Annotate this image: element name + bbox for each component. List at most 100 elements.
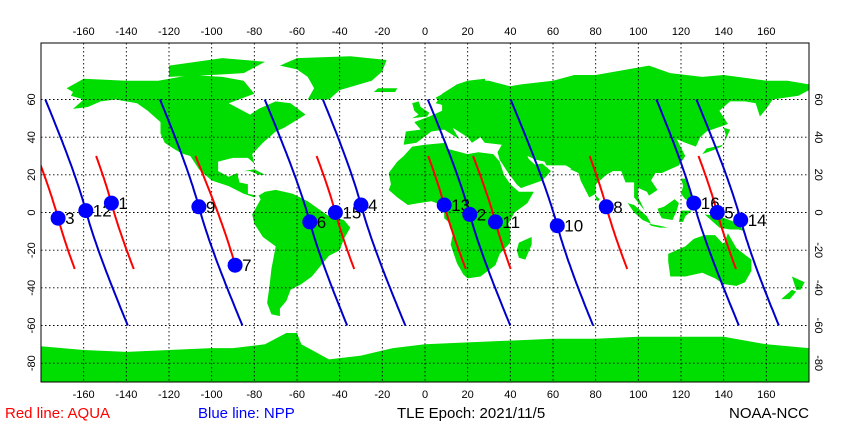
pass-marker [353, 197, 369, 213]
credit: NOAA-NCC [729, 405, 810, 422]
pass-number-label: 10 [564, 217, 583, 236]
pass-marker [227, 257, 243, 273]
axis-ticks: -160 -160 -140 -140 -120 -120 -100 -100 -80 -80 -6… [26, 26, 824, 400]
lat-tick-label-right: 60 [812, 93, 824, 105]
lon-tick-label-bottom: -160 [73, 389, 95, 400]
pass-number-label: 14 [748, 211, 767, 230]
land-philippines [681, 178, 694, 202]
lon-tick-label-top: -120 [158, 26, 180, 38]
land-sumatra [627, 203, 652, 224]
lon-tick-label-top: -80 [246, 26, 262, 38]
pass-marker [50, 210, 66, 226]
lon-tick-label-bottom: 80 [590, 389, 602, 400]
land-south-america [252, 189, 351, 317]
pass-marker [487, 214, 503, 230]
pass-marker [436, 197, 452, 213]
land-africa [388, 142, 534, 279]
pass-number-label: 9 [206, 198, 215, 217]
npp-track [509, 99, 595, 326]
lat-tick-label-left: 20 [26, 169, 38, 181]
pass-markers: 3 12 1 976 15 4 13 2 11 108 16 5 14 [50, 194, 767, 275]
lat-tick-label-left: 0 [26, 209, 38, 215]
pass-marker [709, 205, 725, 220]
lat-tick-label-right: -20 [812, 242, 824, 258]
lon-tick-label-bottom: -40 [332, 389, 348, 400]
lon-tick-label-bottom: -20 [374, 389, 390, 400]
lon-tick-label-bottom: -100 [201, 389, 223, 400]
lon-tick-label-bottom: 60 [547, 389, 559, 400]
lat-tick-label-left: -80 [26, 355, 38, 371]
land-iceland [373, 88, 398, 92]
lat-tick-label-left: 60 [26, 93, 38, 105]
pass-number-label: 2 [477, 205, 486, 224]
pass-number-label: 3 [65, 209, 74, 228]
lat-tick-label-left: -20 [26, 242, 38, 258]
pass-marker [78, 203, 94, 219]
map-frame [40, 42, 810, 383]
lon-tick-label-top: 0 [422, 26, 428, 38]
lon-tick-label-bottom: -120 [158, 389, 180, 400]
lon-tick-label-bottom: 40 [504, 389, 516, 400]
lon-tick-label-bottom: -140 [115, 389, 137, 400]
lon-tick-label-bottom: -60 [289, 389, 305, 400]
lat-tick-label-right: 40 [812, 131, 824, 143]
land-madagascar [516, 237, 532, 260]
lon-tick-label-top: -100 [201, 26, 223, 38]
land-greenland [279, 56, 387, 100]
aqua-track [95, 155, 135, 270]
aqua-legend: Red line: AQUA [5, 405, 111, 422]
npp-track [655, 99, 740, 326]
lon-tick-label-bottom: 120 [672, 389, 690, 400]
pass-marker [302, 214, 318, 230]
lon-tick-label-top: -20 [374, 26, 390, 38]
lon-tick-label-top: 60 [547, 26, 559, 38]
pass-number-label: 7 [242, 256, 251, 275]
land-borneo [657, 199, 679, 220]
lon-tick-label-top: -140 [115, 26, 137, 38]
lat-tick-label-right: -40 [812, 280, 824, 296]
world-map: 3 12 1 976 15 4 13 2 11 108 16 5 14 -160-160-140-140… [26, 26, 824, 400]
lon-tick-label-bottom: 140 [714, 389, 732, 400]
pass-marker [598, 199, 614, 215]
lon-tick-label-top: 120 [672, 26, 690, 38]
npp-track [321, 99, 407, 326]
lat-tick-label-left: -60 [26, 318, 38, 334]
npp-track [695, 99, 780, 326]
npp-track [263, 99, 349, 326]
pass-marker [462, 206, 478, 222]
lat-tick-label-left: 40 [26, 131, 38, 143]
pass-number-label: 4 [368, 196, 377, 215]
lon-tick-label-bottom: 0 [422, 389, 428, 400]
tle-epoch: TLE Epoch: 2021/11/5 [397, 405, 546, 422]
land-australia [668, 233, 752, 286]
aqua-track [194, 155, 238, 270]
land-sulawesi [678, 210, 692, 222]
land-antarctica [41, 333, 809, 382]
pass-marker [103, 195, 119, 211]
lon-tick-label-bottom: 160 [757, 389, 775, 400]
lat-tick-label-right: 20 [812, 169, 824, 181]
npp-legend: Blue line: NPP [198, 405, 295, 422]
aqua-track [427, 155, 467, 270]
land-arctic-islands [169, 58, 265, 77]
lon-tick-label-top: -160 [73, 26, 95, 38]
lat-tick-label-right: -80 [812, 355, 824, 371]
lon-tick-label-bottom: 20 [462, 389, 474, 400]
lon-tick-label-top: 20 [462, 26, 474, 38]
land-north-america [66, 75, 306, 198]
land-java [649, 223, 669, 228]
land-new-zealand-south [781, 289, 797, 300]
lat-tick-label-left: -40 [26, 280, 38, 296]
land-uk [412, 101, 430, 119]
lon-tick-label-top: 140 [714, 26, 732, 38]
pass-marker [327, 205, 343, 220]
pass-number-label: 11 [502, 213, 520, 232]
land-india [570, 161, 613, 198]
lon-tick-label-top: 40 [504, 26, 516, 38]
aqua-track [472, 155, 512, 270]
lon-tick-label-top: 160 [757, 26, 775, 38]
lon-tick-label-bottom: -80 [246, 389, 262, 400]
land-sri-lanka [595, 195, 600, 202]
pass-marker [191, 199, 207, 215]
